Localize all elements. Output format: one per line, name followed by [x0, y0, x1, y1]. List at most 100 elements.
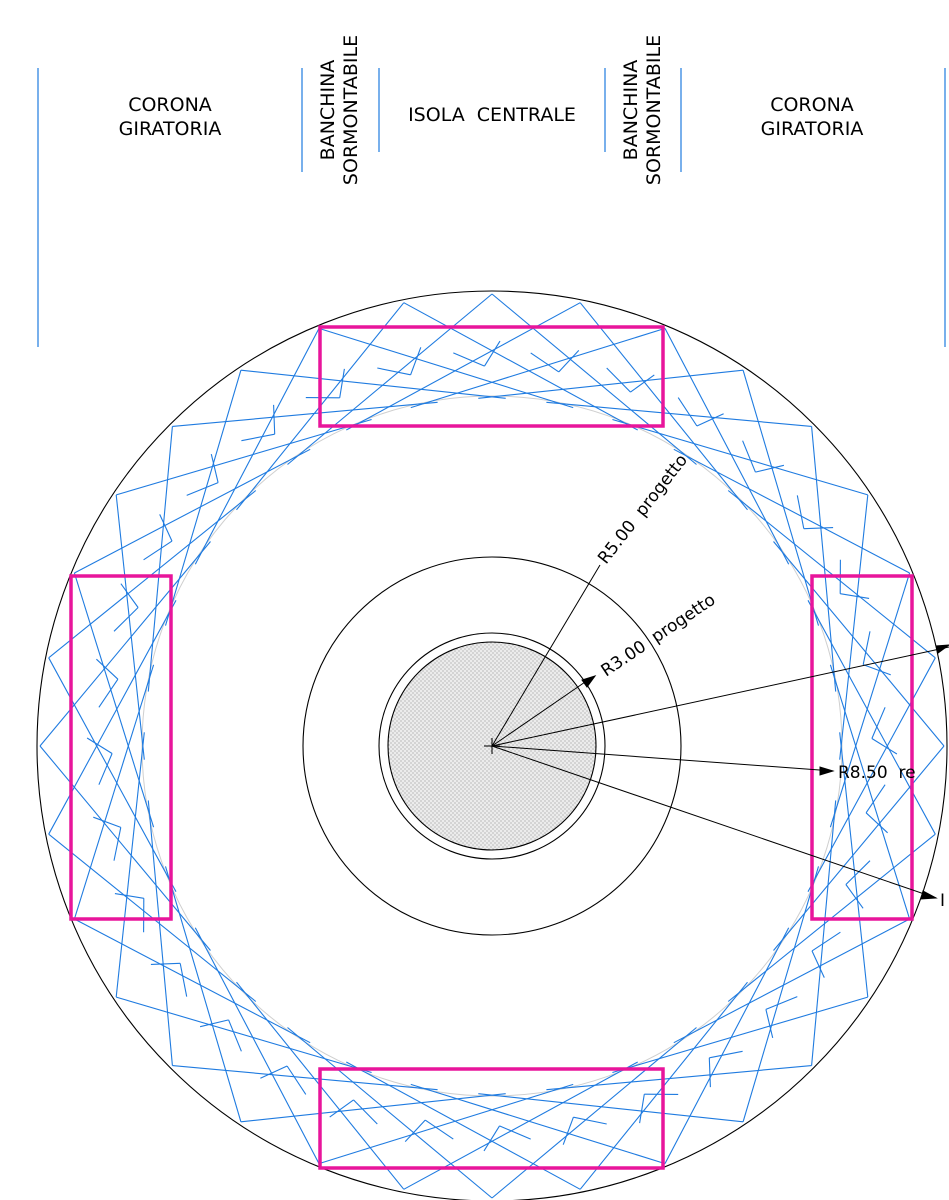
swept-chord: [115, 732, 145, 998]
label-cut: I: [940, 891, 945, 911]
magenta-rect-bottom: [318, 1067, 665, 1170]
highlight-rectangles: [69, 325, 914, 1170]
swept-kink: [796, 495, 805, 529]
swept-chord: [172, 401, 438, 427]
swept-kink: [573, 1116, 607, 1125]
swept-chord: [194, 927, 320, 1164]
swept-chord: [807, 600, 936, 835]
swept-kink: [260, 1065, 288, 1079]
swept-chord: [74, 918, 311, 1044]
arrow-r850: [819, 766, 835, 776]
swept-chord: [116, 418, 372, 496]
swept-kink: [811, 950, 825, 978]
swept-chord: [346, 302, 581, 431]
swept-kink: [709, 1050, 743, 1059]
leader-r5: [491, 564, 601, 747]
swept-chord: [287, 293, 493, 465]
swept-kink: [863, 664, 891, 676]
swept-chord: [673, 918, 910, 1044]
swept-chord: [318, 1083, 574, 1165]
swept-kink: [803, 527, 834, 530]
label-r850: R8.50 re: [838, 763, 916, 783]
swept-kink: [708, 1057, 711, 1088]
swept-chord: [664, 927, 790, 1164]
swept-kink: [765, 996, 798, 1010]
swept-chord: [410, 1083, 666, 1165]
swept-kink: [98, 678, 119, 708]
swept-kink: [98, 753, 113, 785]
swept-kink: [93, 816, 121, 828]
swept-kink: [96, 658, 119, 680]
swept-kink: [755, 464, 785, 473]
swept-chord: [73, 664, 155, 920]
swept-kink: [630, 374, 655, 393]
corona-left-line1: CORONA: [128, 94, 212, 116]
inner-ring-faint: [141, 395, 843, 1097]
swept-chord: [839, 494, 869, 760]
swept-chord: [39, 541, 211, 747]
outer-circle: [36, 290, 948, 1200]
swept-chord: [811, 800, 837, 1066]
swept-kink: [210, 453, 219, 483]
magenta-rect-top: [318, 325, 665, 428]
swept-kink: [329, 1099, 354, 1118]
swept-chord: [742, 370, 820, 626]
leader-r850-lower: [491, 745, 937, 899]
swept-chord: [727, 490, 936, 659]
swept-chord: [403, 302, 638, 431]
swept-kink: [286, 1065, 307, 1095]
swept-chord: [811, 426, 837, 692]
corona-left-line2: GIRATORIA: [119, 118, 222, 140]
swept-kink: [120, 583, 139, 608]
swept-chord: [48, 490, 257, 659]
vehicle-swept-paths: [39, 293, 945, 1199]
swept-chord: [73, 572, 155, 828]
swept-kink: [150, 962, 181, 965]
swept-chord: [39, 745, 211, 951]
corona-right-line1: CORONA: [770, 94, 854, 116]
swept-chord: [546, 401, 812, 427]
swept-chord: [48, 600, 177, 835]
swept-chord: [664, 328, 790, 565]
isola-centrale-label: ISOLA CENTRALE: [408, 104, 576, 126]
swept-chord: [773, 541, 945, 747]
swept-kink: [228, 1019, 242, 1052]
swept-kink: [114, 893, 144, 899]
banchina-right-line1: BANCHINA: [620, 60, 642, 161]
magenta-rect-right: [810, 574, 914, 921]
leader-r850: [491, 745, 834, 772]
swept-chord: [346, 1061, 581, 1190]
swept-kink: [339, 368, 345, 398]
swept-kink: [159, 514, 173, 542]
apron-circle: [378, 632, 606, 860]
swept-kink: [273, 404, 276, 435]
swept-chord: [403, 1061, 638, 1190]
swept-chord: [491, 293, 697, 465]
leader-r3: [491, 679, 589, 747]
swept-chord: [116, 996, 372, 1074]
swept-kink: [811, 931, 841, 952]
dimension-lines: [484, 564, 949, 900]
swept-kink: [871, 707, 886, 739]
swept-kink: [742, 440, 756, 473]
banchina-right-line2: SORMONTABILE: [643, 35, 665, 185]
swept-kink: [840, 593, 870, 599]
swept-kink: [241, 433, 275, 442]
swept-kink: [424, 1119, 454, 1140]
swept-chord: [74, 448, 311, 574]
arrow-r850-lower: [920, 890, 938, 900]
swept-chord: [673, 448, 910, 574]
swept-chord: [194, 328, 320, 565]
swept-kink: [143, 540, 173, 561]
swept-chord: [147, 426, 173, 692]
island-outer-circle: [302, 556, 682, 936]
swept-kink: [113, 607, 139, 632]
swept-kink: [871, 738, 898, 755]
swept-kink: [845, 860, 871, 885]
swept-kink: [562, 1117, 574, 1145]
corona-right-line2: GIRATORIA: [761, 118, 864, 140]
swept-chord: [410, 327, 666, 409]
swept-kink: [499, 1125, 531, 1140]
magenta-rect-left: [69, 574, 173, 921]
